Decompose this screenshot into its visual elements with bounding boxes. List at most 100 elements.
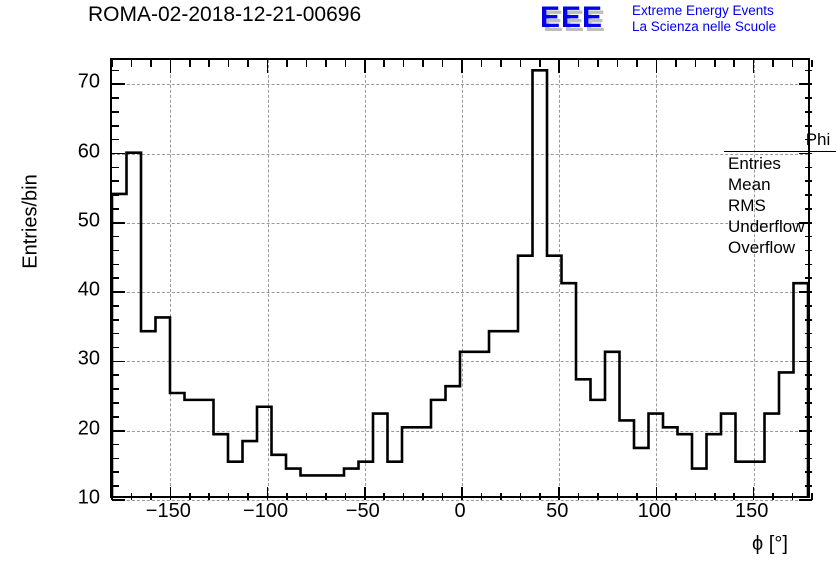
x-axis-title: ϕ [°] (752, 533, 788, 555)
y-minor-tick (112, 319, 119, 321)
y-minor-tick-right (805, 374, 812, 377)
x-minor-tick (694, 493, 697, 500)
gridline-vertical (170, 60, 172, 496)
x-minor-tick-top (208, 60, 211, 67)
y-minor-tick (112, 402, 119, 404)
x-major-tick-top (266, 60, 269, 73)
x-minor-tick-top (383, 60, 386, 67)
x-tick-label: −50 (345, 500, 380, 522)
x-minor-tick-top (150, 60, 152, 67)
stats-box: Phi Entries1332Mean0.214RMS111.7Underflo… (720, 128, 836, 268)
gridline-vertical (656, 60, 658, 496)
x-minor-tick (422, 493, 424, 500)
y-minor-tick (112, 111, 119, 113)
y-minor-tick (112, 457, 119, 460)
x-minor-tick (130, 493, 133, 500)
x-major-tick (752, 487, 755, 500)
y-major-tick (112, 499, 125, 501)
stats-row: Underflow0 (720, 216, 836, 237)
x-minor-tick-top (480, 60, 483, 67)
x-major-tick-top (558, 60, 561, 73)
y-minor-tick-right (805, 346, 812, 349)
y-tick-label: 70 (77, 70, 100, 93)
x-minor-tick-top (188, 60, 191, 67)
y-major-tick (112, 152, 125, 155)
x-minor-tick (325, 493, 327, 500)
x-minor-tick (247, 493, 249, 500)
x-minor-tick (538, 493, 541, 500)
stats-label: Underflow (728, 217, 805, 236)
x-minor-tick-top (247, 60, 249, 67)
gridline-vertical (364, 60, 366, 496)
stats-row: RMS111.7 (720, 195, 836, 216)
y-minor-tick-right (805, 319, 812, 321)
x-minor-tick (636, 493, 638, 500)
y-major-tick-right (799, 83, 812, 86)
x-minor-tick (675, 493, 677, 500)
x-minor-tick (208, 493, 211, 500)
x-major-tick (363, 487, 366, 500)
x-minor-tick-top (286, 60, 288, 67)
x-minor-tick-top (227, 60, 230, 67)
x-minor-tick (111, 493, 113, 500)
x-minor-tick-top (694, 60, 697, 67)
y-minor-tick (112, 346, 119, 349)
x-major-tick-top (461, 60, 463, 73)
y-tick-label: 10 (77, 486, 100, 509)
y-minor-tick (112, 235, 119, 238)
y-minor-tick-right (805, 402, 812, 404)
x-minor-tick-top (616, 60, 619, 67)
y-minor-tick-right (805, 111, 812, 113)
x-minor-tick (616, 493, 619, 500)
gridline-vertical (267, 60, 269, 496)
x-minor-tick (811, 493, 813, 500)
y-minor-tick (112, 277, 119, 280)
eee-logo-text: Extreme Energy Events La Scienza nelle S… (632, 3, 776, 35)
x-tick-label: 100 (637, 500, 672, 522)
y-minor-tick-right (805, 194, 812, 196)
x-major-tick-top (655, 60, 658, 73)
x-minor-tick (150, 493, 152, 500)
x-minor-tick-top (441, 60, 444, 67)
y-minor-tick-right (805, 471, 812, 474)
stats-rows: Entries1332Mean0.214RMS111.7Underflow0Ov… (720, 153, 836, 258)
eee-logo-mark: EEE (540, 1, 604, 34)
x-minor-tick-top (577, 60, 580, 67)
y-major-tick-right (799, 499, 812, 501)
y-minor-tick (112, 263, 119, 266)
x-major-tick-top (363, 60, 366, 73)
x-minor-tick-top (422, 60, 424, 67)
x-minor-tick-top (811, 60, 813, 67)
tick-layer (111, 60, 813, 501)
y-minor-tick-right (805, 263, 812, 266)
y-minor-tick-right (805, 457, 812, 460)
x-minor-tick (577, 493, 580, 500)
x-minor-tick (713, 493, 716, 500)
x-minor-tick-top (733, 60, 736, 67)
x-minor-tick-top (519, 60, 522, 67)
gridline-vertical (559, 60, 561, 496)
gridline-horizontal (112, 84, 808, 86)
y-minor-tick (112, 180, 119, 183)
y-minor-tick (112, 249, 119, 252)
x-minor-tick (500, 493, 502, 500)
y-minor-tick-right (805, 485, 812, 487)
y-minor-tick-right (805, 97, 812, 99)
y-minor-tick-right (805, 166, 812, 169)
gridline-vertical (462, 60, 463, 496)
x-major-tick-top (169, 60, 172, 73)
y-tick-label: 50 (77, 209, 100, 232)
y-major-tick-right (799, 152, 812, 155)
y-tick-label: 20 (77, 417, 100, 440)
stats-title: Phi (805, 130, 831, 149)
x-minor-tick-top (305, 60, 308, 67)
x-minor-tick-top (344, 60, 347, 67)
x-minor-tick-top (130, 60, 133, 67)
stats-row: Mean0.214 (720, 174, 836, 195)
x-minor-tick (597, 493, 599, 500)
y-minor-tick-right (805, 416, 812, 418)
x-major-tick (655, 487, 658, 500)
x-minor-tick-top (713, 60, 716, 67)
y-major-tick-right (799, 222, 812, 224)
y-minor-tick (112, 305, 119, 307)
